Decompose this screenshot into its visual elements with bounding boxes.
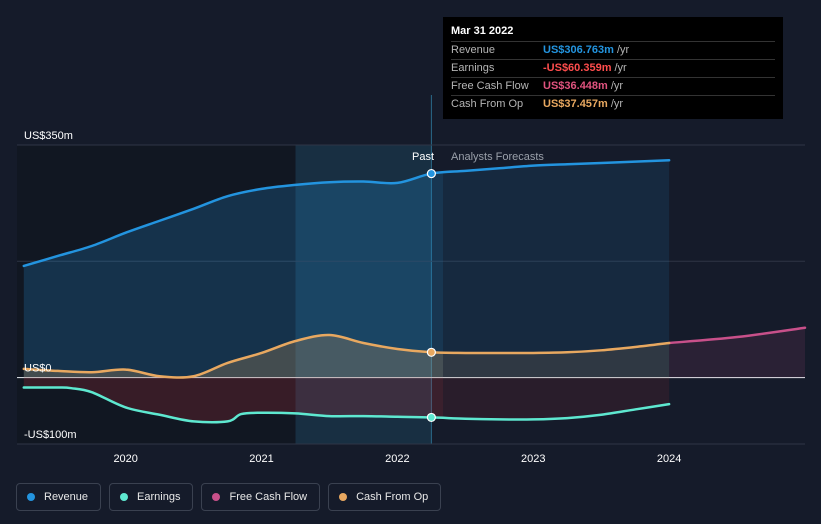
tooltip-label: Earnings <box>451 62 495 74</box>
legend-label: Cash From Op <box>356 491 429 503</box>
tooltip-row-earnings: Earnings -US$60.359m /yr <box>451 59 775 77</box>
tooltip-value: US$306.763m <box>543 44 614 56</box>
analysts-forecasts-label: Analysts Forecasts <box>451 151 544 163</box>
series-areas <box>23 160 805 423</box>
chart-background <box>17 95 432 444</box>
legend-item-revenue[interactable]: Revenue <box>16 483 102 511</box>
tooltip-value: US$37.457m <box>543 98 608 110</box>
legend-label: Earnings <box>137 491 181 503</box>
cash-from-op-dot-icon <box>339 493 348 501</box>
tooltip-unit: /yr <box>614 62 627 74</box>
tooltip-label: Cash From Op <box>451 98 524 110</box>
past-label: Past <box>412 151 434 163</box>
legend: Revenue Earnings Free Cash Flow Cash Fro… <box>16 483 442 511</box>
x-tick-label: 2023 <box>521 453 545 465</box>
cash-from-op-area-past <box>23 335 443 378</box>
tooltip-row-revenue: Revenue US$306.763m /yr <box>451 41 775 59</box>
tooltip-unit: /yr <box>610 80 624 92</box>
gridlines <box>17 144 805 445</box>
cash-from-op-area-forecast <box>443 343 670 378</box>
tooltip-value: US$36.448m <box>543 80 608 92</box>
x-tick-label: 2020 <box>113 453 137 465</box>
axis-ticks: US$350m US$0 -US$100m 2020 2021 2022 2023 2024 <box>24 130 681 465</box>
legend-label: Free Cash Flow <box>229 491 308 503</box>
cash-from-op-marker <box>426 347 436 357</box>
earnings-marker <box>426 412 436 423</box>
y-tick-label: US$0 <box>24 363 52 375</box>
earnings-area-forecast <box>443 377 670 420</box>
highlight-region <box>295 145 432 444</box>
revenue-area-forecast <box>443 160 670 378</box>
earnings-dot-icon <box>120 493 129 501</box>
tooltip-row-cash-from-op: Cash From Op US$37.457m /yr <box>451 95 775 113</box>
series-lines <box>22 159 807 424</box>
legend-item-free-cash-flow[interactable]: Free Cash Flow <box>201 483 321 511</box>
x-tick-label: 2022 <box>385 453 409 465</box>
legend-item-cash-from-op[interactable]: Cash From Op <box>328 483 442 511</box>
tooltip-unit: /yr <box>610 98 624 110</box>
tooltip-value: -US$60.359m <box>543 62 612 74</box>
earnings-area-past <box>23 377 443 423</box>
revenue-line <box>22 159 671 268</box>
legend-item-earnings[interactable]: Earnings <box>109 483 194 511</box>
x-tick-label: 2024 <box>657 453 681 465</box>
tooltip-date: Mar 31 2022 <box>451 25 514 37</box>
x-tick-label: 2021 <box>249 453 273 465</box>
data-tooltip: Mar 31 2022 Revenue US$306.763m /yr Earn… <box>443 17 783 119</box>
y-tick-label: US$350m <box>24 130 73 142</box>
cash-from-op-line <box>22 333 671 379</box>
tooltip-label: Free Cash Flow <box>451 80 529 92</box>
legend-label: Revenue <box>44 491 89 503</box>
tooltip-row-free-cash-flow: Free Cash Flow US$36.448m /yr <box>451 77 775 95</box>
y-tick-label: -US$100m <box>24 429 77 441</box>
free-cash-flow-dot-icon <box>212 493 221 501</box>
tooltip-label: Revenue <box>451 44 496 56</box>
free-cash-flow-line <box>667 326 807 345</box>
revenue-marker <box>426 168 436 179</box>
free-cash-flow-area-forecast <box>669 327 805 378</box>
earnings-line <box>22 386 671 424</box>
revenue-area-past <box>23 172 443 378</box>
revenue-dot-icon <box>27 493 35 501</box>
tooltip-unit: /yr <box>616 44 630 56</box>
